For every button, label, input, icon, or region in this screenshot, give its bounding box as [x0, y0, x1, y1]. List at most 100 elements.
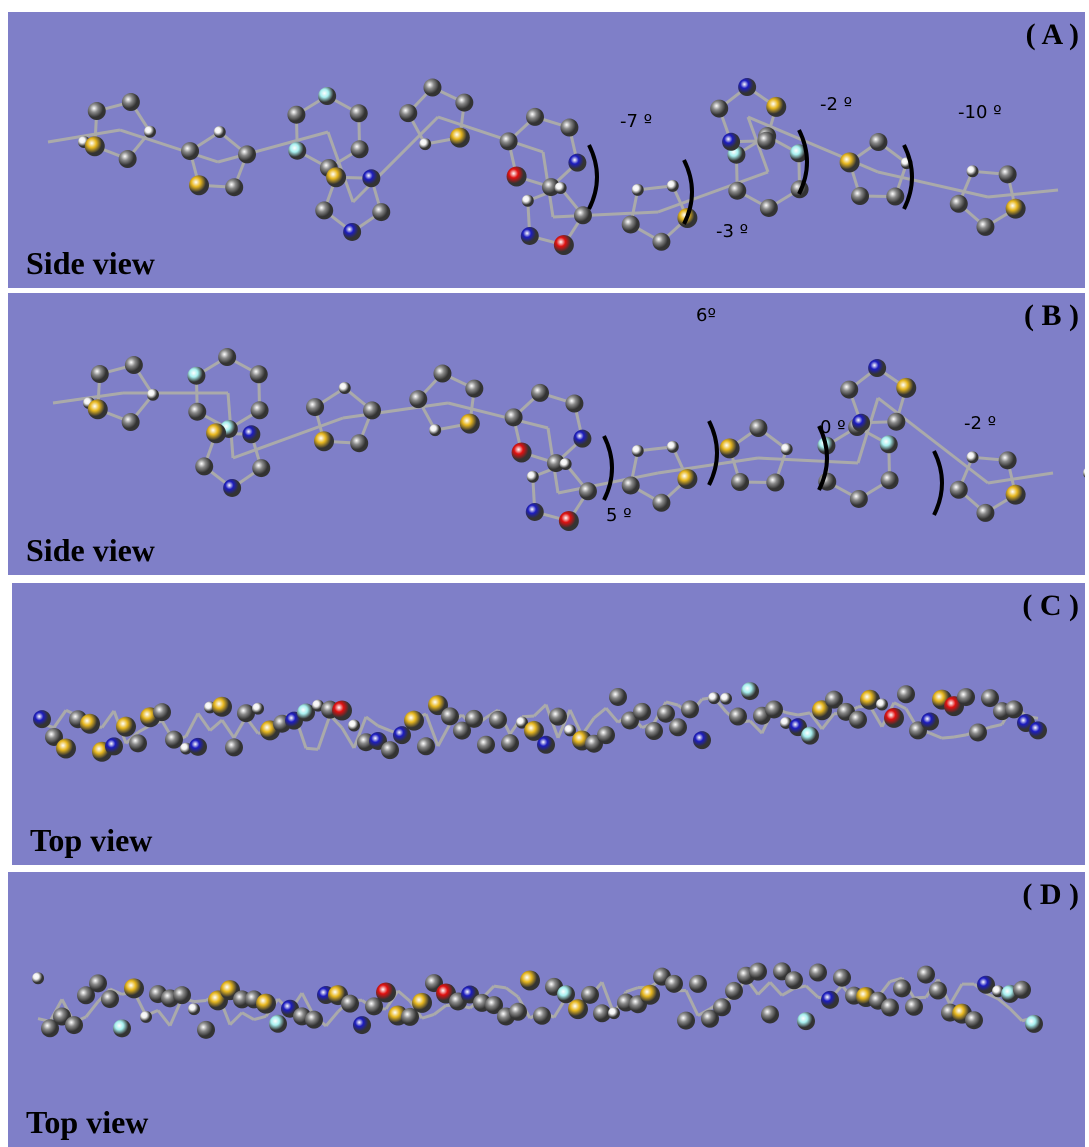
atom: [251, 401, 269, 419]
atom: [522, 195, 534, 207]
bond: [770, 982, 782, 995]
atom: [785, 971, 803, 989]
atom: [554, 235, 574, 255]
atom: [868, 359, 886, 377]
atom: [821, 991, 839, 1009]
bond: [950, 984, 962, 1004]
atom: [969, 723, 987, 741]
atom: [731, 473, 749, 491]
atom: [749, 963, 767, 981]
atom: [549, 708, 567, 726]
atom: [765, 700, 783, 718]
atom: [153, 703, 171, 721]
atom: [91, 365, 109, 383]
bond: [658, 458, 758, 473]
bond: [758, 458, 858, 463]
atom: [214, 126, 226, 138]
atom: [341, 995, 359, 1013]
panel: ( C ) Top view: [12, 583, 1085, 865]
atom: [419, 138, 431, 150]
molecule: [12, 583, 1085, 865]
atom: [206, 423, 226, 443]
atom: [749, 419, 767, 437]
atom: [720, 438, 740, 458]
atom: [144, 126, 156, 138]
atom: [460, 414, 480, 434]
atom: [500, 132, 518, 150]
atom: [573, 430, 591, 448]
panel: 6º5 º0 º-2 º ( B ) Side view: [8, 293, 1085, 575]
atom: [252, 703, 264, 715]
molecule: -7 º-3 º-2 º-10 º: [8, 12, 1085, 288]
atom: [741, 682, 759, 700]
atom: [372, 203, 390, 221]
atom: [314, 431, 334, 451]
bond: [534, 705, 546, 716]
atom: [689, 975, 707, 993]
bond: [606, 708, 618, 722]
atom: [173, 986, 191, 1004]
atom: [652, 494, 670, 512]
bond: [806, 986, 818, 997]
atom: [65, 1016, 83, 1034]
bond: [954, 735, 966, 737]
atom: [339, 382, 351, 394]
atom: [965, 1011, 983, 1029]
atom: [1029, 721, 1047, 739]
atom: [113, 1019, 131, 1037]
atom: [579, 482, 597, 500]
atom: [348, 719, 360, 731]
atom: [632, 445, 644, 457]
atom: [129, 734, 147, 752]
torsion-angle: -10 º: [958, 102, 1002, 123]
bond: [988, 473, 1053, 483]
view-label: Side view: [26, 245, 155, 282]
atom: [921, 713, 939, 731]
atom: [710, 100, 728, 118]
atom: [122, 413, 140, 431]
atom: [520, 970, 540, 990]
atom: [622, 476, 640, 494]
bond: [343, 403, 448, 418]
bond: [782, 988, 794, 995]
bond: [186, 713, 198, 736]
atom: [929, 982, 947, 1000]
atom: [896, 378, 916, 398]
atom: [893, 979, 911, 997]
atom: [318, 87, 336, 105]
atom: [840, 381, 858, 399]
atom: [362, 169, 380, 187]
atom: [708, 692, 720, 704]
atom: [165, 731, 183, 749]
atom: [363, 401, 381, 419]
atom: [967, 165, 979, 177]
bond: [522, 716, 534, 717]
molecule: [8, 872, 1085, 1147]
bond: [366, 717, 378, 726]
atom: [85, 136, 105, 156]
atom: [728, 182, 746, 200]
atom: [681, 700, 699, 718]
atom: [897, 685, 915, 703]
atom: [1083, 467, 1085, 479]
atom: [489, 711, 507, 729]
view-label: Top view: [26, 1104, 148, 1141]
torsion-angle: -7 º: [620, 111, 652, 132]
atom: [622, 215, 640, 233]
atom: [376, 982, 396, 1002]
atom: [189, 738, 207, 756]
bond: [594, 708, 606, 718]
torsion-angle: -2 º: [964, 413, 996, 434]
atom: [242, 425, 260, 443]
torsion-angle: 5 º: [606, 505, 632, 526]
atom: [950, 481, 968, 499]
atom: [557, 985, 575, 1003]
bond: [1010, 1009, 1022, 1021]
torsion-angle: -2 º: [820, 94, 852, 115]
atom: [880, 435, 898, 453]
atom: [33, 710, 51, 728]
atom: [560, 119, 578, 137]
atom: [256, 994, 276, 1014]
bond: [326, 1012, 338, 1026]
atom: [905, 998, 923, 1016]
